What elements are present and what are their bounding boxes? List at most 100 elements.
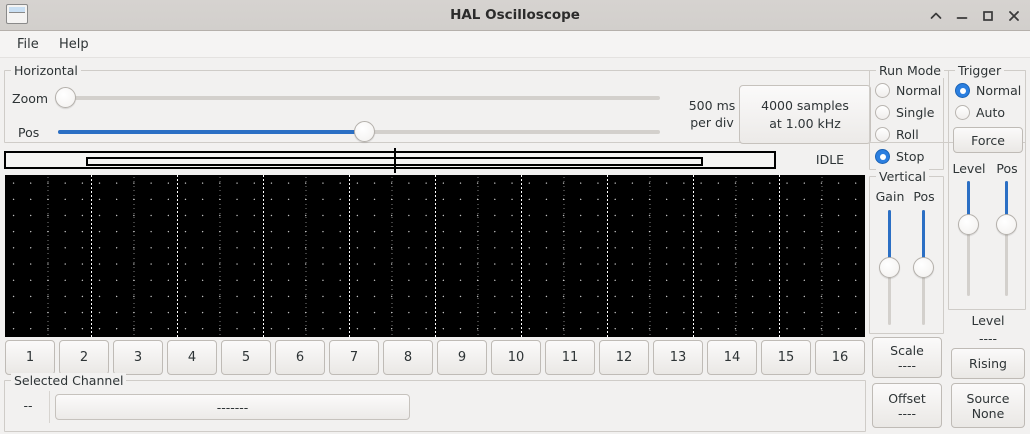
trigger-level-slider-knob[interactable]	[958, 214, 979, 235]
trigger-source-button-value: None	[971, 405, 1005, 421]
trigger-level-readout-label: Level	[971, 313, 1005, 328]
selected-channel-divider	[49, 391, 50, 423]
channel-button[interactable]: 15	[761, 340, 811, 375]
vertical-gain-slider[interactable]	[879, 210, 901, 325]
run-mode-option-roll[interactable]: Roll	[875, 127, 919, 142]
trigger-pos-slider-track[interactable]	[1005, 181, 1008, 296]
radio-icon[interactable]	[875, 149, 890, 164]
channel-button[interactable]: 7	[329, 340, 379, 375]
selected-channel-group: Selected Channel -- -------	[4, 373, 866, 432]
channel-button[interactable]: 16	[815, 340, 865, 375]
trigger-level-label: Level	[952, 161, 986, 176]
vertical-pos-slider[interactable]	[913, 210, 935, 325]
run-mode-option-stop[interactable]: Stop	[875, 149, 924, 164]
channel-button[interactable]: 6	[275, 340, 325, 375]
force-trigger-button-label: Force	[971, 132, 1005, 148]
channel-button[interactable]: 9	[437, 340, 487, 375]
trigger-pos-slider[interactable]	[996, 181, 1018, 296]
trigger-option-auto[interactable]: Auto	[955, 105, 1005, 120]
trigger-option-normal[interactable]: Normal	[955, 83, 1021, 98]
channel-button[interactable]: 3	[113, 340, 163, 375]
scale-button-value: ----	[897, 357, 917, 373]
radio-icon[interactable]	[875, 83, 890, 98]
close-button[interactable]	[1006, 8, 1022, 24]
trigger-level-slider[interactable]	[958, 181, 980, 296]
offset-button-label: Offset	[888, 390, 926, 406]
trigger-edge-button-label: Rising	[968, 356, 1007, 371]
samples-info-box[interactable]: 4000 samples at 1.00 kHz	[739, 85, 871, 144]
vertical-group: Vertical Gain Pos	[869, 169, 944, 334]
samples-line2: at 1.00 kHz	[769, 115, 841, 131]
horizontal-pos-label: Pos	[18, 125, 40, 140]
scope-gridline-major	[177, 175, 178, 337]
trigger-level-slider-track[interactable]	[967, 181, 970, 296]
trigger-pos-slider-knob[interactable]	[996, 214, 1017, 235]
channel-button[interactable]: 10	[491, 340, 541, 375]
scope-gridline-major	[349, 175, 350, 337]
span-bar-outer[interactable]	[4, 151, 776, 169]
run-mode-option-normal[interactable]: Normal	[875, 83, 941, 98]
offset-button-value: ----	[897, 405, 917, 421]
horizontal-pos-slider[interactable]	[58, 121, 660, 143]
selected-channel-name-field[interactable]: -------	[55, 394, 410, 420]
scope-gridline-major	[91, 175, 92, 337]
force-trigger-button[interactable]: Force	[953, 127, 1023, 153]
horizontal-group-legend: Horizontal	[11, 63, 81, 78]
horizontal-span-bar[interactable]: IDLE	[4, 148, 1026, 173]
vertical-group-legend: Vertical	[876, 169, 929, 184]
zoom-slider-track[interactable]	[55, 96, 660, 100]
radio-icon[interactable]	[875, 105, 890, 120]
trigger-pos-slider-fill	[1005, 181, 1008, 224]
channel-button[interactable]: 1	[5, 340, 55, 375]
zoom-slider[interactable]	[55, 87, 660, 109]
vertical-gain-slider-knob[interactable]	[879, 257, 900, 278]
selected-channel-number: --	[23, 398, 33, 413]
vertical-pos-slider-knob[interactable]	[913, 257, 934, 278]
title-bar: HAL Oscilloscope	[0, 0, 1030, 31]
vertical-gain-label: Gain	[875, 189, 905, 204]
run-mode-option-stop-label: Stop	[896, 149, 925, 164]
run-mode-group: Run Mode Normal Single Roll Stop	[869, 63, 944, 170]
vertical-pos-label: Pos	[913, 189, 935, 204]
zoom-slider-knob[interactable]	[55, 87, 76, 108]
maximize-button[interactable]	[980, 8, 996, 24]
channel-button[interactable]: 13	[653, 340, 703, 375]
minimize-button[interactable]	[954, 8, 970, 24]
trigger-level-slider-fill	[967, 181, 970, 224]
trigger-edge-button[interactable]: Rising	[951, 348, 1025, 379]
trigger-option-auto-label: Auto	[976, 105, 1006, 120]
run-mode-option-single-label: Single	[896, 105, 935, 120]
channel-button[interactable]: 2	[59, 340, 109, 375]
channel-button[interactable]: 14	[707, 340, 757, 375]
menu-bar: File Help	[0, 31, 1030, 58]
trigger-option-normal-label: Normal	[976, 83, 1022, 98]
channel-button[interactable]: 5	[221, 340, 271, 375]
channel-button-row: 1 2 3 4 5 6 7 8 9 10 11 12 13 14 15 16	[5, 340, 865, 375]
trigger-level-readout-value: ----	[978, 331, 998, 346]
channel-button[interactable]: 12	[599, 340, 649, 375]
radio-icon[interactable]	[875, 127, 890, 142]
radio-icon[interactable]	[955, 105, 970, 120]
scope-gridline-major	[779, 175, 780, 337]
menu-item-help[interactable]: Help	[59, 37, 89, 52]
window-title: HAL Oscilloscope	[450, 7, 580, 23]
vertical-gain-slider-fill	[888, 210, 891, 267]
run-mode-option-normal-label: Normal	[896, 83, 942, 98]
timebase-line1: 500 ms	[688, 98, 736, 113]
vertical-pos-slider-fill	[922, 210, 925, 267]
channel-button[interactable]: 4	[167, 340, 217, 375]
shade-button[interactable]	[928, 8, 944, 24]
horizontal-pos-slider-knob[interactable]	[354, 121, 375, 142]
scale-button[interactable]: Scale ----	[872, 337, 942, 378]
run-mode-option-single[interactable]: Single	[875, 105, 934, 120]
radio-icon[interactable]	[955, 83, 970, 98]
scope-gridline-major	[693, 175, 694, 337]
scope-display[interactable]	[5, 175, 865, 337]
trigger-group: Trigger Normal Auto Force Level Pos	[948, 63, 1026, 310]
offset-button[interactable]: Offset ----	[872, 383, 942, 428]
menu-item-file[interactable]: File	[17, 37, 39, 52]
channel-button[interactable]: 8	[383, 340, 433, 375]
channel-button[interactable]: 11	[545, 340, 595, 375]
trigger-source-button[interactable]: Source None	[951, 383, 1025, 428]
trigger-source-button-label: Source	[966, 390, 1010, 406]
